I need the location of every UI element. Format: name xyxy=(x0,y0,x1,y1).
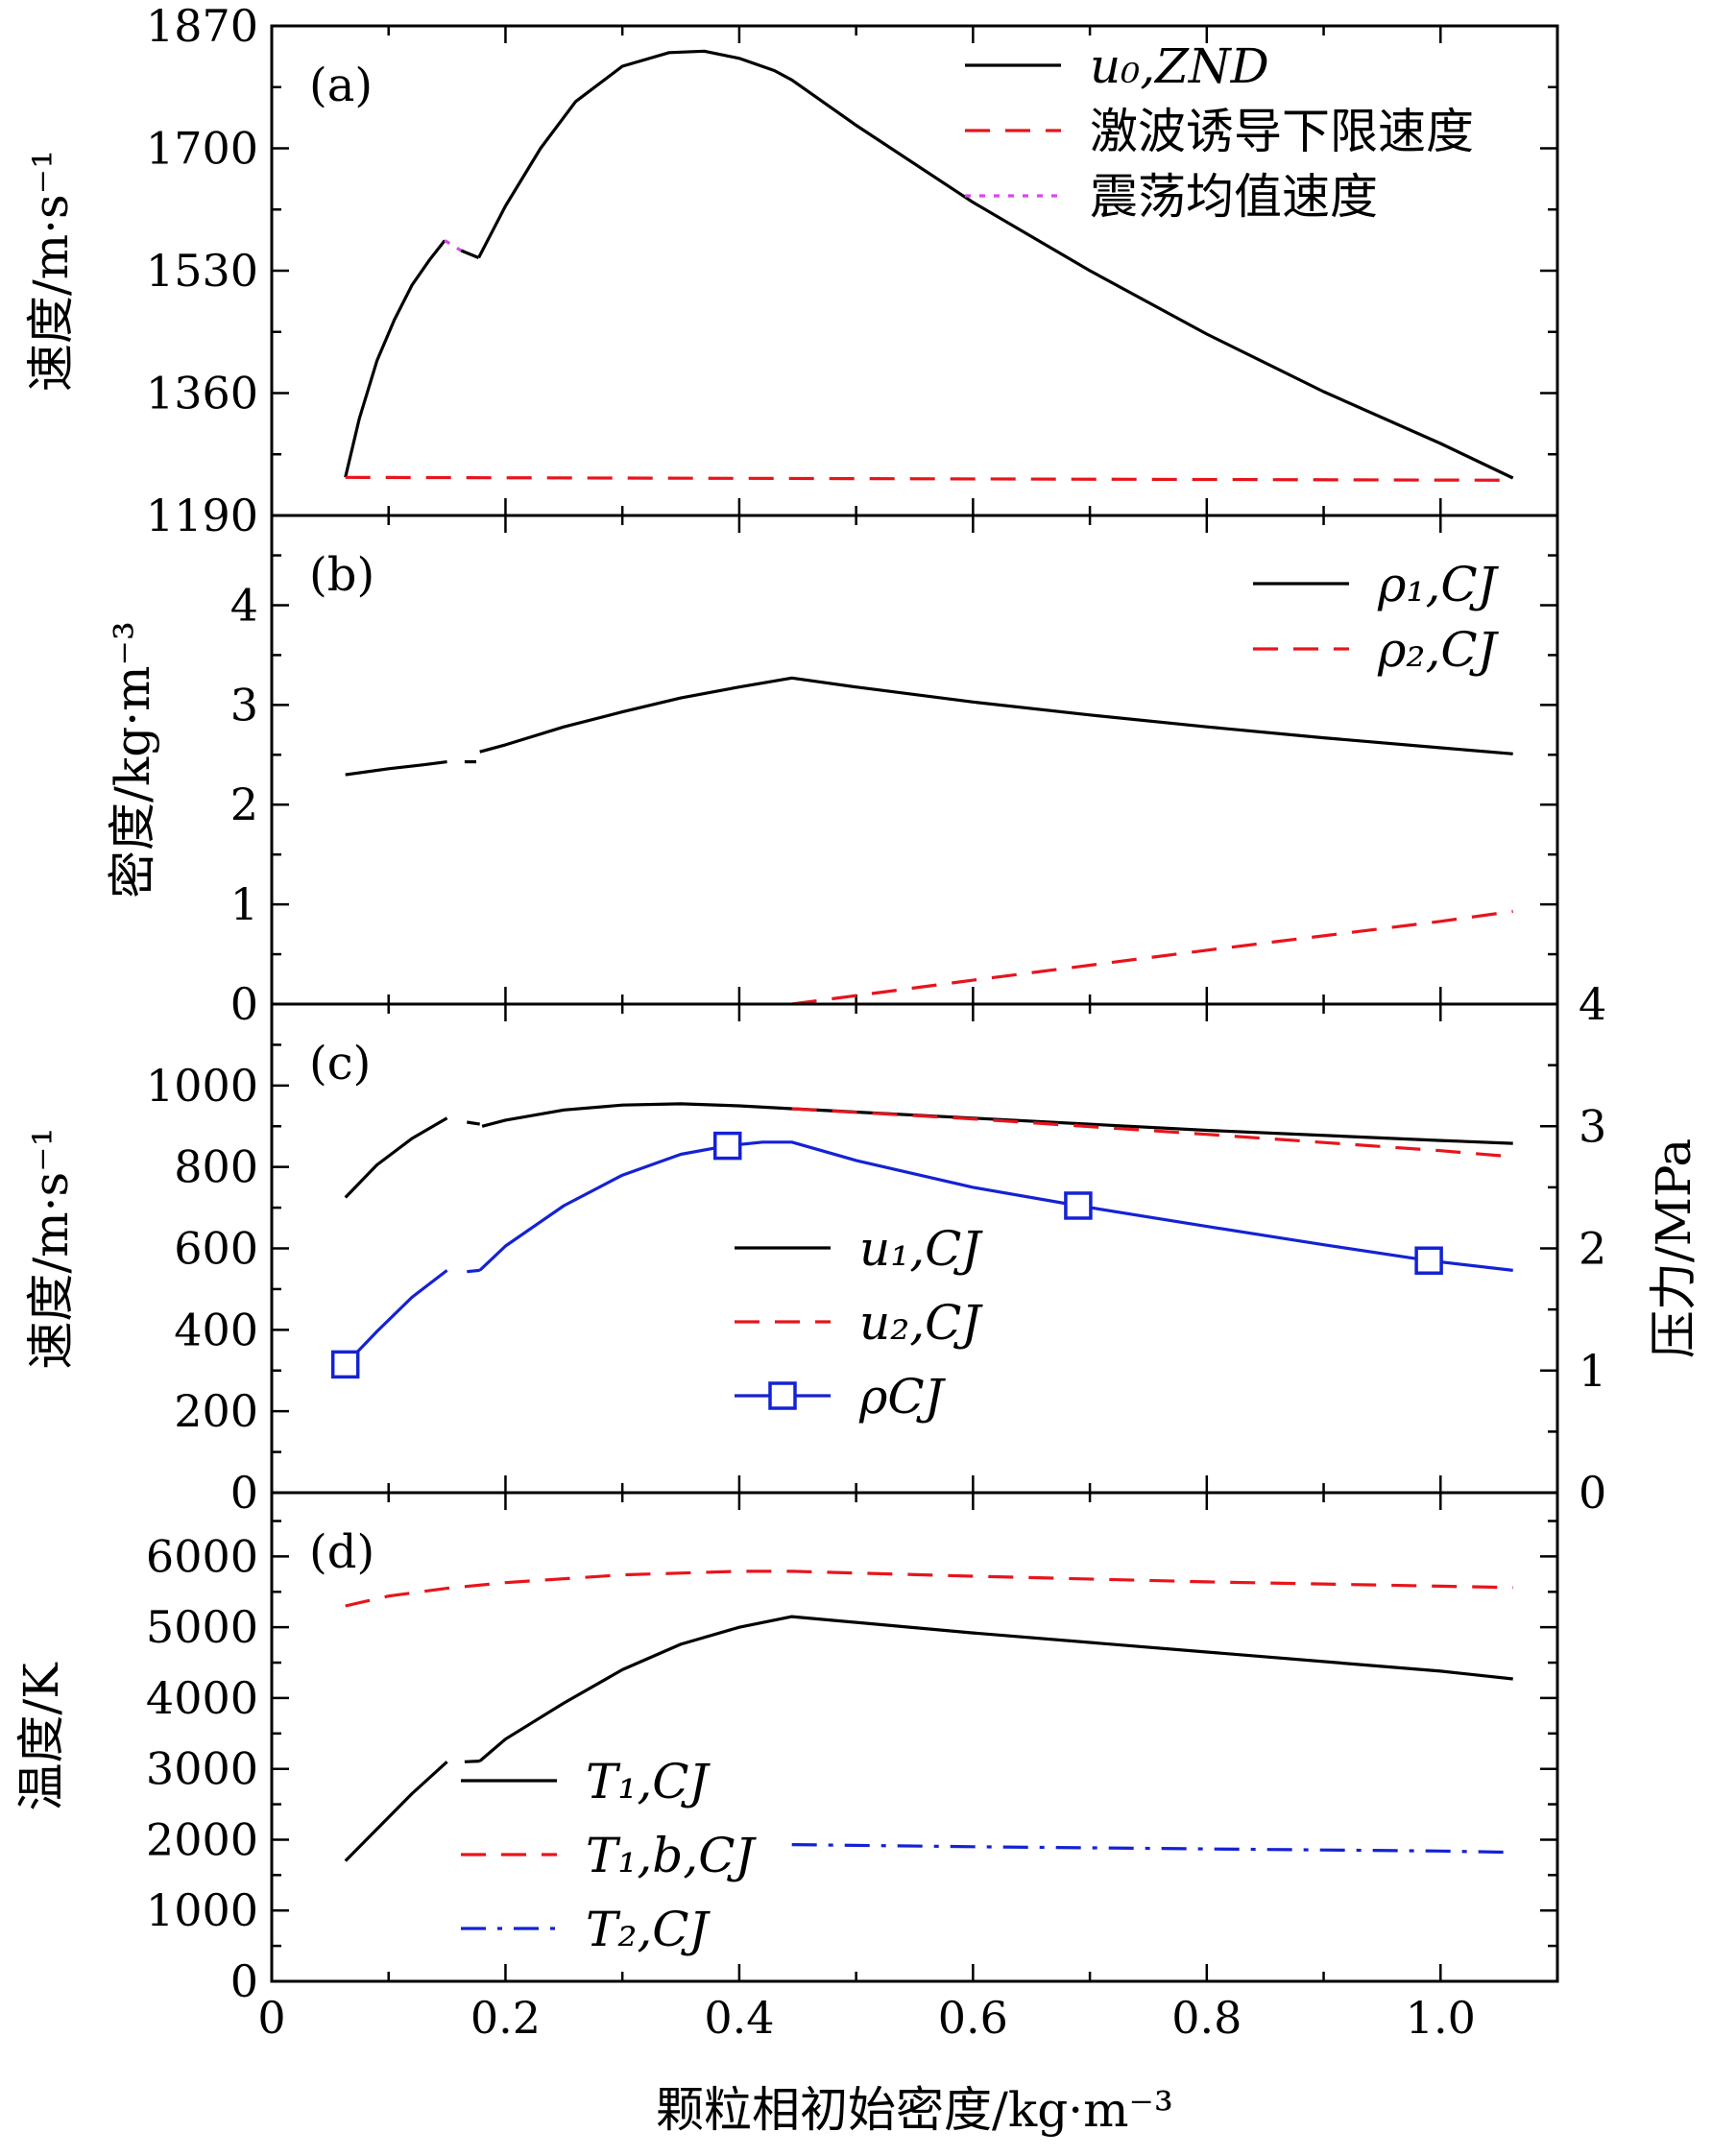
y-tick-label: 1000 xyxy=(146,1060,258,1112)
y-tick-label: 1190 xyxy=(146,490,258,541)
y-tick-label: 2 xyxy=(230,779,258,830)
y-tick-label: 200 xyxy=(174,1385,258,1437)
y-tick-label: 0 xyxy=(230,1467,258,1519)
y-tick-label: 5000 xyxy=(146,1601,258,1653)
y-tick-label: 0 xyxy=(230,1955,258,2007)
y-tick-label: 800 xyxy=(174,1141,258,1193)
legend-label: ρCJ xyxy=(858,1369,947,1425)
panel-b: 0 1 2 3 4 密度/kg·m⁻³ (b) ρ₁,CJ ρ₂,CJ xyxy=(105,514,1559,1030)
y-tick-label: 1360 xyxy=(146,368,258,419)
series-line-d-2 xyxy=(478,1615,1513,1762)
y-tick-label: 2000 xyxy=(146,1813,258,1865)
series-line-d-3 xyxy=(345,1569,1513,1608)
y-tick-label: 1870 xyxy=(146,0,258,52)
y-axis-title: 温度/K xyxy=(13,1662,69,1811)
series-line-c-3 xyxy=(791,1107,1513,1159)
y-tick-label: 6000 xyxy=(146,1530,258,1582)
series-line-c-0 xyxy=(344,1116,448,1199)
series-line-b-0 xyxy=(345,760,447,777)
series-line-a-0 xyxy=(344,239,446,478)
legend-label: 震荡均值速度 xyxy=(1090,169,1378,225)
y-right-tick-label: 0 xyxy=(1579,1467,1606,1519)
legend-label: u₁,CJ xyxy=(859,1221,983,1277)
legend-label: ρ₁,CJ xyxy=(1377,557,1500,612)
series-line-c-4 xyxy=(344,1269,448,1366)
legend-label: T₁,CJ xyxy=(586,1754,711,1809)
y-tick-label: 1530 xyxy=(146,245,258,297)
plot-frame-d xyxy=(270,1491,1559,1983)
panel-label: (b) xyxy=(309,548,374,602)
y-right-tick-label: 2 xyxy=(1579,1223,1606,1275)
legend-label: 激波诱导下限速度 xyxy=(1090,104,1474,159)
panel-a: 1190 1360 1530 1700 1870 速度/m·s⁻¹ (a) u₀,ZND 激波诱… xyxy=(23,0,1559,541)
y-right-tick-label: 3 xyxy=(1579,1100,1606,1152)
series-line-d-0 xyxy=(344,1761,448,1862)
series-line-b-2 xyxy=(479,676,1513,755)
legend-marker xyxy=(768,1381,797,1410)
y-right-axis-title: 压力/MPa xyxy=(1646,1138,1701,1358)
panel-label: (d) xyxy=(309,1525,374,1579)
y-tick-label: 1 xyxy=(230,878,258,930)
x-tick-label: 1.0 xyxy=(1406,1992,1476,2044)
panel-label: (a) xyxy=(309,59,373,112)
data-point-marker xyxy=(712,1131,742,1161)
y-tick-label: 0 xyxy=(230,978,258,1030)
legend-label: u₂,CJ xyxy=(859,1295,983,1351)
panel-c: 0 200 400 600 800 1000 0 1 2 3 4 压力/MPa 速度/m·s⁻¹ (c) u… xyxy=(23,978,1701,1519)
y-axis-title: 速度/m·s⁻¹ xyxy=(23,1127,79,1369)
y-tick-label: 400 xyxy=(174,1304,258,1355)
series-line-a-4 xyxy=(444,239,463,252)
x-tick-label: 0 xyxy=(257,1992,285,2044)
series-line-a-3 xyxy=(345,475,1513,482)
y-tick-label: 600 xyxy=(174,1223,258,1275)
series-line-c-6 xyxy=(478,1140,1513,1272)
x-tick-label: 0.6 xyxy=(938,1992,1008,2044)
x-axis-title: 颗粒相初始密度/kg·m⁻³ xyxy=(656,2082,1173,2138)
x-tick-label: 0.2 xyxy=(470,1992,541,2044)
y-axis-title: 密度/kg·m⁻³ xyxy=(105,621,160,898)
series-line-a-2 xyxy=(477,49,1514,480)
panel-d: 0 1000 2000 3000 4000 5000 6000 温度/K (d) T₁,CJ T₁,… xyxy=(13,1491,1559,2007)
y-tick-label: 1700 xyxy=(146,123,258,175)
data-point-marker xyxy=(330,1350,360,1379)
data-point-marker xyxy=(1064,1191,1093,1220)
legend-label: ρ₂,CJ xyxy=(1377,622,1500,678)
y-tick-label: 3000 xyxy=(146,1743,258,1795)
y-axis-title: 速度/m·s⁻¹ xyxy=(23,150,79,392)
series-line-b-3 xyxy=(791,909,1513,1006)
legend-label: T₁,b,CJ xyxy=(586,1828,757,1883)
series-line-a-1 xyxy=(460,249,480,259)
x-tick-label: 0.8 xyxy=(1171,1992,1242,2044)
y-tick-label: 4000 xyxy=(146,1672,258,1724)
y-right-tick-label: 4 xyxy=(1579,978,1606,1030)
series-line-c-5 xyxy=(467,1268,480,1274)
legend-label: u₀,ZND xyxy=(1090,38,1269,94)
x-tick-label: 0.4 xyxy=(704,1992,774,2044)
series-line-c-2 xyxy=(481,1102,1513,1145)
legend-label: T₂,CJ xyxy=(586,1902,711,1957)
series-line-d-1 xyxy=(464,1760,480,1763)
data-point-marker xyxy=(1414,1246,1443,1275)
plot-frame-a xyxy=(270,24,1559,517)
series-line-c-1 xyxy=(467,1120,480,1126)
y-right-tick-label: 1 xyxy=(1579,1345,1606,1397)
panel-label: (c) xyxy=(309,1037,371,1090)
series-line-d-4 xyxy=(791,1843,1513,1855)
y-tick-label: 1000 xyxy=(146,1884,258,1936)
y-tick-label: 3 xyxy=(230,679,258,731)
y-tick-label: 4 xyxy=(230,579,258,631)
